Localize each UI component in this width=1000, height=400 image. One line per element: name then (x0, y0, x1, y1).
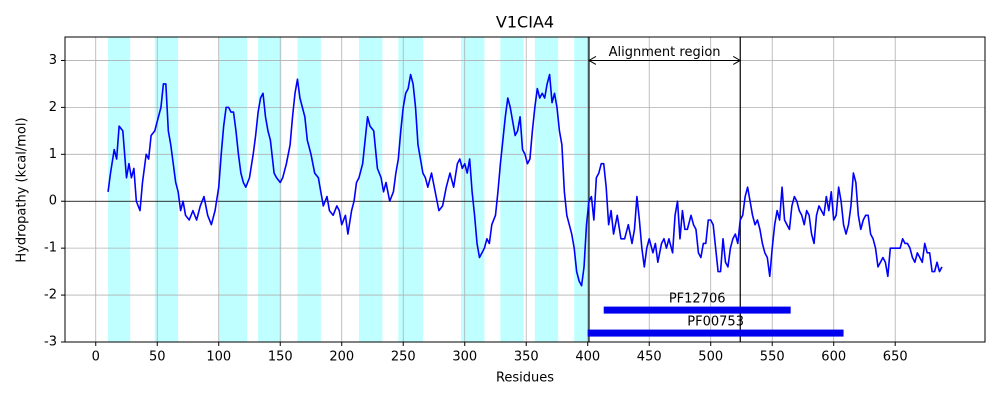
x-tick-label: 200 (329, 350, 354, 365)
domain-bar (603, 306, 791, 314)
domain-label: PF12706 (669, 292, 726, 307)
x-tick-label: 50 (149, 350, 166, 365)
hydropathy-line (107, 73, 943, 287)
domain-bar (587, 329, 844, 337)
y-tick-label: 1 (49, 147, 57, 162)
highlight-band (500, 37, 524, 342)
y-tick-label: -3 (44, 335, 57, 350)
x-tick-label: 150 (268, 350, 293, 365)
x-tick-label: 450 (637, 350, 662, 365)
x-tick-label: 400 (575, 350, 600, 365)
x-tick-label: 600 (821, 350, 846, 365)
highlight-band (218, 37, 248, 342)
highlight-band (154, 37, 179, 342)
y-tick-label: 0 (49, 194, 57, 209)
y-tick-label: 3 (49, 53, 57, 68)
arrow-head (732, 56, 742, 65)
x-axis-label: Residues (496, 371, 554, 386)
domain-label: PF00753 (687, 315, 744, 330)
highlight-band (108, 37, 131, 342)
highlight-band (534, 37, 559, 342)
y-tick-label: 2 (49, 100, 57, 115)
y-tick-label: -1 (44, 241, 57, 256)
annotation-text: Alignment region (609, 45, 721, 60)
x-tick-label: 300 (452, 350, 477, 365)
x-tick-label: 550 (760, 350, 785, 365)
highlight-band (574, 37, 589, 342)
highlight-band (297, 37, 321, 342)
highlight-band (358, 37, 383, 342)
highlight-band (398, 37, 423, 342)
x-tick-label: 500 (698, 350, 723, 365)
x-tick-label: 250 (391, 350, 416, 365)
y-axis-label: Hydropathy (kcal/mol) (15, 117, 30, 262)
x-tick-label: 350 (514, 350, 539, 365)
x-tick-label: 0 (92, 350, 100, 365)
y-tick-label: -2 (44, 288, 57, 303)
arrow-head (587, 56, 597, 65)
highlight-band (258, 37, 282, 342)
x-tick-label: 650 (883, 350, 908, 365)
plot-frame (64, 36, 986, 343)
chart-title: V1CIA4 (496, 13, 554, 32)
x-tick-label: 100 (206, 350, 231, 365)
